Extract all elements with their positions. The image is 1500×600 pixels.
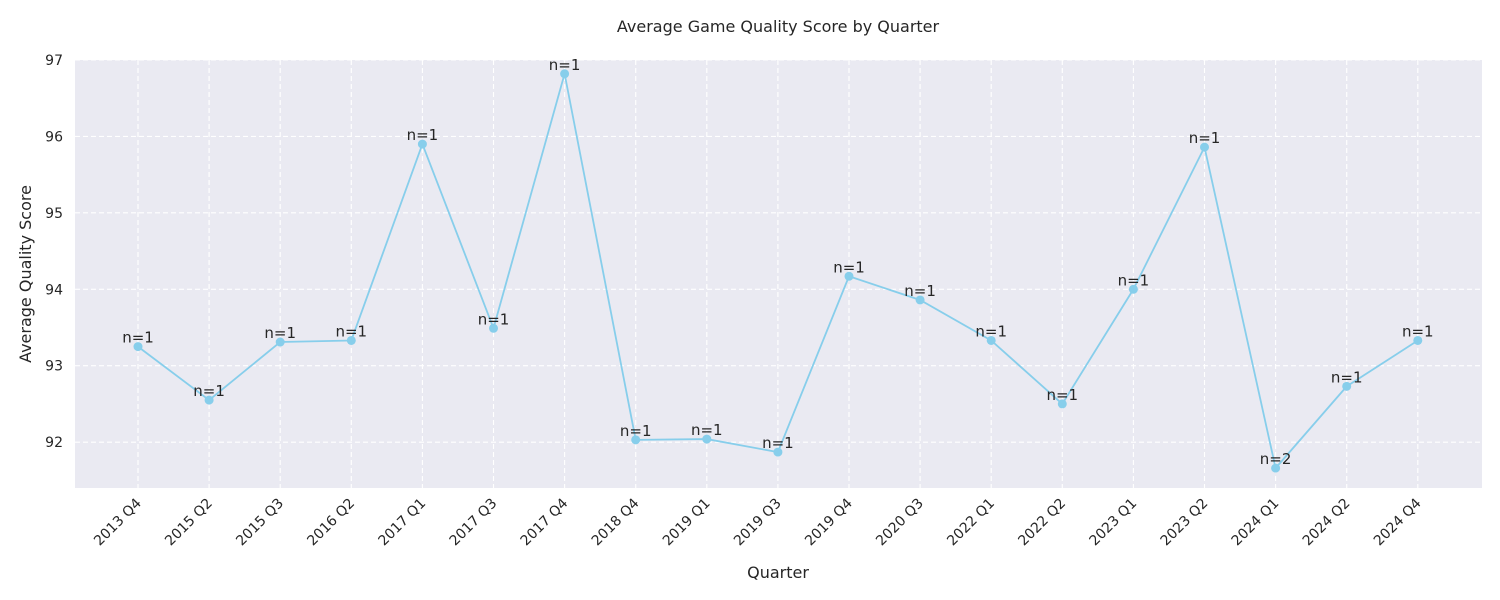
x-tick-label: 2024 Q4 (1371, 495, 1425, 549)
x-tick-label: 2019 Q1 (660, 496, 714, 550)
data-point (346, 335, 356, 345)
data-label: n=1 (904, 282, 936, 300)
data-label: n=1 (193, 382, 225, 400)
data-label: n=1 (1118, 271, 1150, 289)
data-point (1200, 142, 1209, 152)
data-point (702, 434, 712, 444)
data-label: n=1 (1189, 129, 1221, 147)
data-point (1271, 463, 1281, 473)
data-point (489, 323, 498, 333)
data-label: n=1 (975, 322, 1007, 340)
x-tick-label: 2022 Q2 (1015, 496, 1069, 550)
data-label: n=1 (122, 329, 154, 347)
data-label: n=1 (478, 310, 510, 328)
data-label: n=1 (1046, 386, 1078, 404)
x-tick-label: 2017 Q1 (375, 496, 429, 550)
y-tick-label: 96 (45, 129, 63, 145)
y-tick-label: 93 (45, 359, 63, 375)
x-tick-label: 2024 Q2 (1300, 496, 1354, 550)
data-point (1128, 284, 1138, 294)
point-labels: n=1 n=1 n=1 n=1 n=1 n=1 n=1 n=1 n=1 n=1 n=1 n=1 n=1 n… (122, 56, 1433, 468)
x-tick-label: 2020 Q3 (873, 496, 927, 550)
grid (75, 59, 1482, 488)
y-tick-label: 97 (45, 53, 63, 69)
y-tick-label: 95 (45, 206, 63, 222)
data-label: n=2 (1260, 450, 1292, 468)
y-tick-label: 92 (45, 435, 63, 451)
data-label: n=1 (833, 258, 865, 276)
x-tick-label: 2016 Q2 (304, 496, 358, 550)
data-point (417, 139, 427, 149)
x-tick-label: 2023 Q2 (1158, 496, 1212, 550)
data-label: n=1 (1402, 322, 1434, 340)
x-tick-label: 2019 Q3 (731, 496, 785, 550)
data-point (1057, 399, 1067, 409)
data-point (631, 435, 641, 445)
data-label: n=1 (407, 126, 439, 144)
data-label: n=1 (549, 56, 581, 74)
data-point (844, 271, 854, 281)
data-label: n=1 (1331, 368, 1363, 386)
plot-area (75, 60, 1482, 488)
data-label: n=1 (264, 324, 296, 342)
y-axis-label: Average Quality Score (16, 185, 35, 363)
x-tick-label: 2015 Q2 (162, 496, 216, 550)
data-point (1413, 335, 1423, 345)
x-tick-label: 2017 Q3 (447, 496, 501, 550)
series-quality-score (133, 69, 1423, 473)
x-tick-label: 2013 Q4 (91, 495, 145, 549)
chart-title: Average Game Quality Score by Quarter (617, 17, 940, 36)
x-tick-label: 2015 Q3 (233, 496, 287, 550)
x-axis-label: Quarter (747, 563, 809, 582)
x-tick-label: 2023 Q1 (1086, 496, 1140, 550)
x-tick-label: 2018 Q4 (589, 495, 643, 549)
data-label: n=1 (335, 322, 367, 340)
data-label: n=1 (620, 422, 652, 440)
data-point (1342, 381, 1352, 391)
data-label: n=1 (762, 434, 794, 452)
data-point (204, 395, 214, 405)
x-tick-label: 2019 Q4 (802, 495, 856, 549)
x-tick-label: 2022 Q1 (944, 496, 998, 550)
data-label: n=1 (691, 421, 723, 439)
y-axis-ticks: 92 93 94 95 96 97 (45, 53, 63, 451)
x-axis-ticks: 2013 Q4 2015 Q2 2015 Q3 2016 Q2 2017 Q1 2017 … (91, 495, 1425, 549)
data-point (773, 447, 783, 457)
data-point (275, 337, 285, 347)
data-point (915, 295, 925, 305)
data-point (560, 69, 570, 79)
x-tick-label: 2024 Q1 (1229, 496, 1283, 550)
data-point (986, 335, 996, 345)
y-tick-label: 94 (45, 282, 63, 298)
data-point (133, 342, 143, 352)
x-tick-label: 2017 Q4 (518, 495, 572, 549)
